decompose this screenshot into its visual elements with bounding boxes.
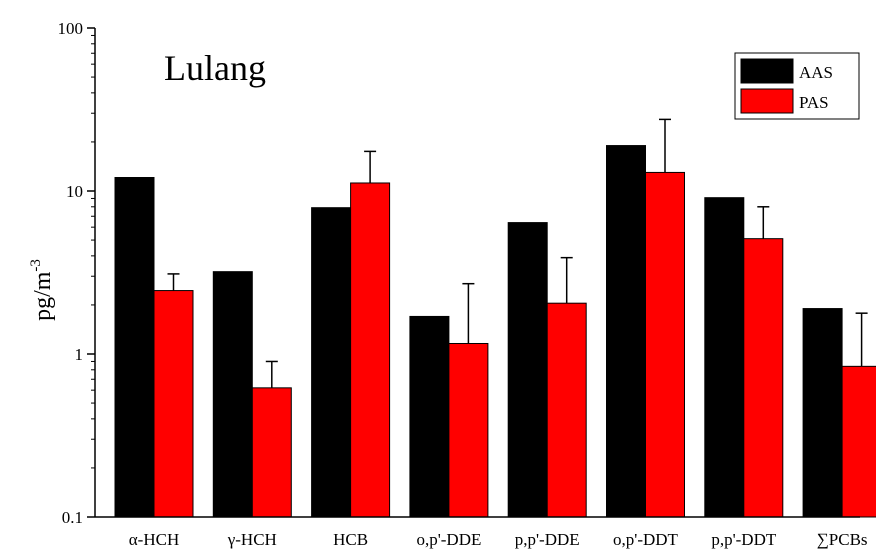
y-tick-label-0: 0.1 — [62, 508, 83, 527]
bar-pas-2 — [350, 182, 391, 518]
legend: AAS PAS — [734, 52, 860, 120]
y-tick-label-1: 1 — [75, 345, 84, 364]
x-tick-label-0: α-HCH — [129, 530, 179, 549]
bar-aas-4 — [507, 222, 548, 518]
legend-swatch-pas — [740, 88, 794, 114]
x-tick-label-7: ∑PCBs — [817, 530, 868, 549]
chart-title: Lulang — [164, 48, 266, 88]
bar-aas-0 — [114, 177, 155, 518]
legend-label-pas: PAS — [799, 93, 829, 112]
bar-pas-3 — [448, 342, 489, 518]
x-tick-label-1: γ-HCH — [227, 530, 277, 549]
legend-swatch-aas — [740, 58, 794, 84]
bar-aas-1 — [212, 271, 253, 518]
bar-pas-6 — [743, 238, 784, 518]
x-tick-label-3: o,p'-DDE — [416, 530, 481, 549]
x-tick-label-2: HCB — [333, 530, 368, 549]
bar-aas-6 — [704, 197, 745, 518]
bar-pas-5 — [645, 171, 685, 518]
bar-aas-7 — [802, 308, 843, 518]
bar-aas-5 — [606, 145, 646, 518]
bar-pas-0 — [153, 290, 194, 518]
y-tick-label-2: 10 — [66, 182, 83, 201]
y-axis-label-main: pg/m — [30, 271, 56, 321]
bar-aas-2 — [311, 207, 352, 518]
x-labels-layer: α-HCH γ-HCH HCB o,p'-DDE p,p'-DDE o,p'-DDT p,p… — [129, 530, 868, 549]
bar-pas-7 — [841, 365, 876, 518]
error-bars-layer — [167, 118, 868, 388]
y-axis-label: pg/m-3 — [28, 259, 56, 321]
bar-pas-4 — [546, 302, 587, 518]
x-tick-label-4: p,p'-DDE — [515, 530, 580, 549]
y-ticks-layer: 0.1 1 10 100 — [58, 19, 95, 527]
bars-layer — [114, 145, 876, 518]
x-tick-label-6: p,p'-DDT — [711, 530, 777, 549]
axes-layer — [94, 28, 860, 518]
y-axis-label-superscript: -3 — [28, 259, 44, 272]
legend-label-aas: AAS — [799, 63, 833, 82]
bar-pas-1 — [251, 387, 292, 518]
bar-aas-3 — [409, 315, 450, 518]
x-tick-label-5: o,p'-DDT — [613, 530, 679, 549]
y-tick-label-3: 100 — [58, 19, 84, 38]
